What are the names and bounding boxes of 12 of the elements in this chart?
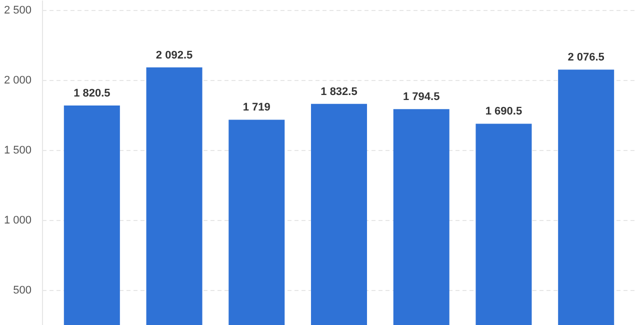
data-label: 1 832.5: [320, 86, 358, 98]
y-tick-label: 2 500: [4, 4, 32, 16]
data-label: 2 092.5: [156, 49, 193, 62]
data-label: 1 719: [242, 102, 270, 114]
data-label: 2 076.5: [568, 52, 604, 64]
y-tick-label: 1 500: [4, 144, 32, 156]
data-label: 1 820.5: [74, 87, 110, 100]
data-label: 1 690.5: [485, 106, 522, 118]
y-tick-label: 1 000: [4, 214, 32, 226]
data-label: 1 794.5: [403, 91, 440, 104]
y-tick-label: 500: [13, 284, 32, 296]
y-tick-label: 2 000: [4, 74, 32, 86]
